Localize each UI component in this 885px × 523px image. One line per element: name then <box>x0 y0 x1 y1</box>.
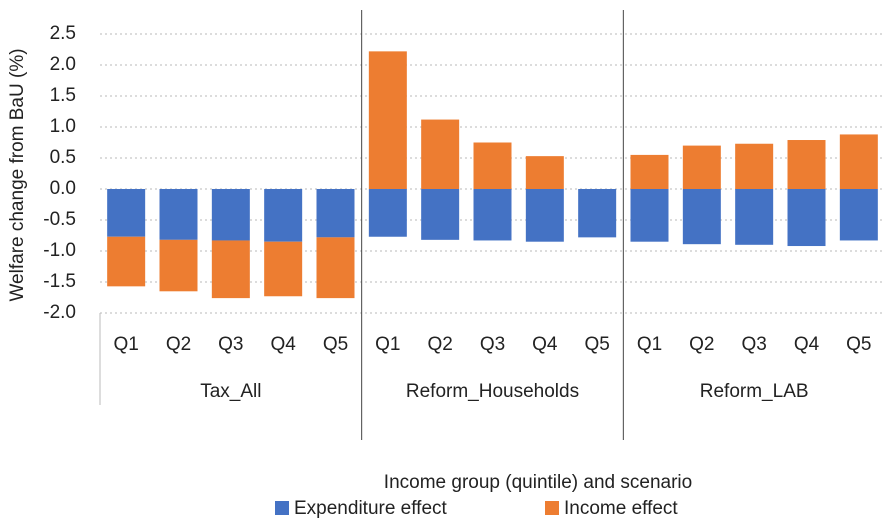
bar-segment <box>525 189 564 242</box>
y-tick-label: 2.0 <box>50 54 76 75</box>
bar-segment <box>578 189 617 238</box>
bar-segment <box>264 241 303 297</box>
x-tick-label: Q5 <box>323 334 348 355</box>
bar-segment <box>211 240 250 299</box>
y-tick-label: -2.0 <box>43 302 76 323</box>
x-tick-label: Q3 <box>741 334 766 355</box>
bar-segment <box>211 189 250 241</box>
y-tick-label: 0.5 <box>50 147 76 168</box>
bar-segment <box>107 236 146 287</box>
legend-label: Income effect <box>564 498 678 519</box>
y-tick-label: -1.0 <box>43 240 76 261</box>
x-tick-label: Q3 <box>218 334 243 355</box>
x-tick-label: Q1 <box>637 334 662 355</box>
bar-segment <box>525 156 564 189</box>
bar-segment <box>421 189 460 240</box>
bar-segment <box>264 189 303 242</box>
bar-segment <box>421 119 460 189</box>
bar-segment <box>682 145 721 189</box>
bar-segment <box>473 189 512 241</box>
bar-segment <box>839 189 878 241</box>
group-label: Tax_All <box>200 381 261 402</box>
group-label: Reform_Households <box>406 381 579 402</box>
y-tick-label: 1.0 <box>50 116 76 137</box>
bar-segment <box>735 143 774 189</box>
y-tick-label: -0.5 <box>43 209 76 230</box>
bar-segment <box>368 51 407 189</box>
bar-segment <box>787 140 826 189</box>
bar-segment <box>630 154 669 189</box>
bar-segment <box>735 189 774 245</box>
x-tick-label: Q4 <box>794 334 820 355</box>
bar-segment <box>630 189 669 242</box>
x-tick-label: Q2 <box>689 334 714 355</box>
y-tick-label: 2.5 <box>50 23 76 44</box>
x-axis-title: Income group (quintile) and scenario <box>384 472 692 493</box>
x-tick-label: Q2 <box>166 334 191 355</box>
legend-label: Expenditure effect <box>294 498 448 519</box>
bar-segment <box>316 189 355 238</box>
x-tick-label: Q4 <box>270 334 296 355</box>
bar-segment <box>839 134 878 189</box>
group-label: Reform_LAB <box>700 381 809 402</box>
bar-segment <box>159 189 198 240</box>
x-tick-label: Q5 <box>584 334 609 355</box>
x-tick-label: Q1 <box>375 334 400 355</box>
bar-segment <box>473 142 512 189</box>
y-axis-title: Welfare change from BaU (%) <box>7 48 28 301</box>
y-tick-label: -1.5 <box>43 271 76 292</box>
y-tick-label: 0.0 <box>50 178 76 199</box>
x-tick-label: Q3 <box>480 334 505 355</box>
bar-segment <box>368 189 407 237</box>
legend-swatch <box>275 501 289 515</box>
bar-segment <box>787 189 826 247</box>
x-tick-label: Q2 <box>427 334 452 355</box>
bar-segment <box>107 189 146 237</box>
bar-segment <box>682 189 721 245</box>
legend-swatch <box>545 501 559 515</box>
y-tick-label: 1.5 <box>50 85 76 106</box>
bar-segment <box>159 239 198 292</box>
x-tick-label: Q1 <box>113 334 138 355</box>
x-tick-label: Q4 <box>532 334 558 355</box>
bar-segment <box>316 237 355 299</box>
x-tick-label: Q5 <box>846 334 871 355</box>
